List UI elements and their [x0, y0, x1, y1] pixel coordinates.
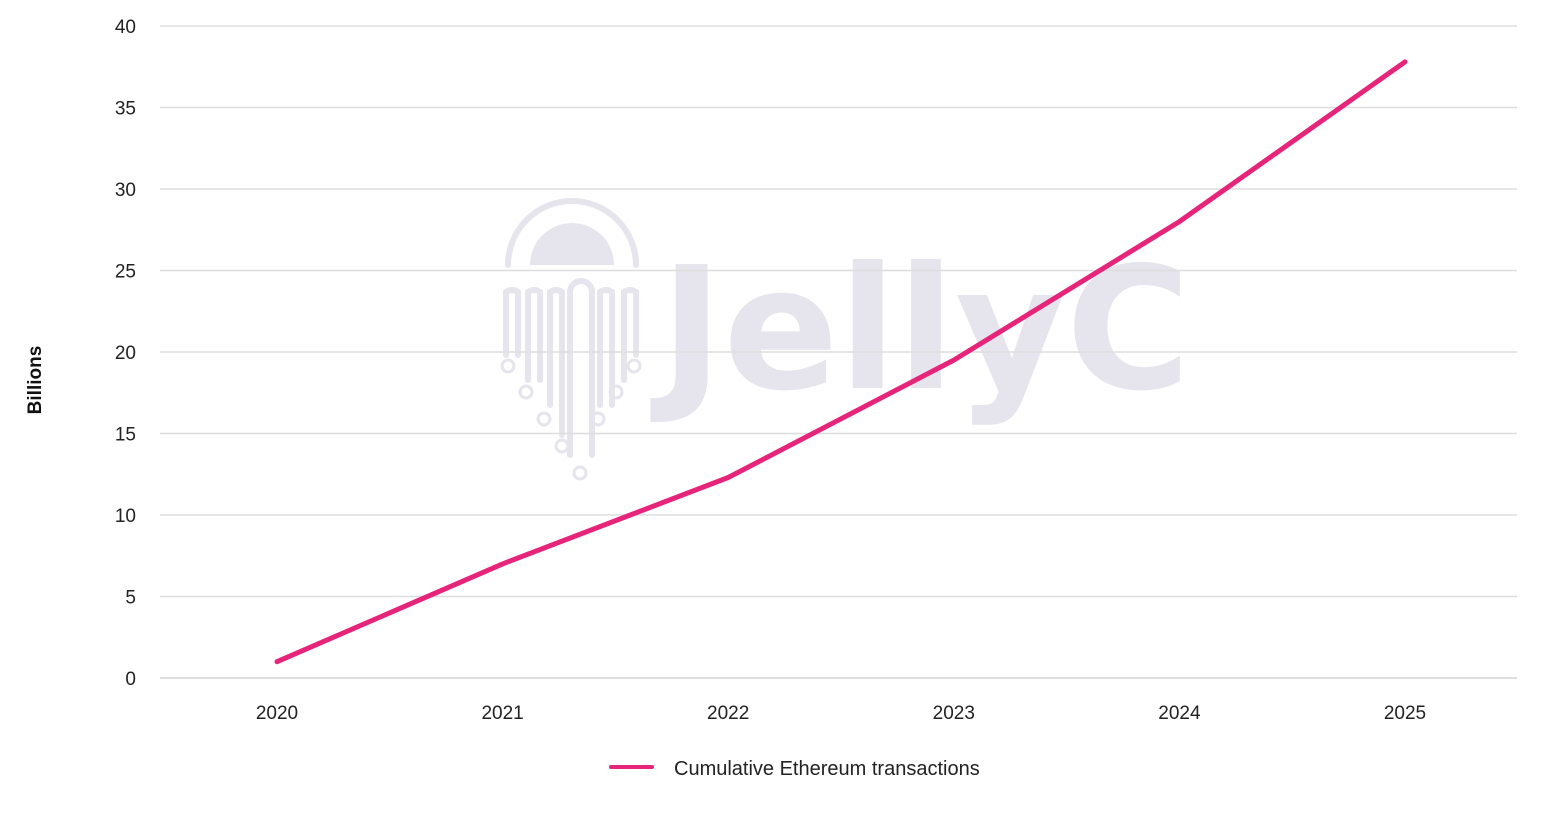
y-tick-label: 0	[125, 669, 136, 690]
x-tick-label: 2020	[256, 703, 298, 724]
x-tick-label: 2023	[933, 703, 975, 724]
jellyfish-icon	[500, 198, 642, 481]
x-tick-label: 2024	[1158, 703, 1201, 724]
x-axis-ticks: 2020 2021 2022 2023 2024 2025	[256, 703, 1426, 724]
y-axis-label: Billions	[25, 346, 46, 415]
y-tick-label: 20	[115, 343, 136, 364]
y-tick-label: 30	[115, 180, 136, 201]
series-line	[274, 59, 1408, 665]
y-axis-ticks: 0 5 10 15 20 25 30 35 40	[115, 17, 136, 690]
gridlines	[160, 25, 1517, 679]
x-tick-label: 2022	[707, 703, 749, 724]
y-tick-label: 35	[115, 99, 136, 120]
y-tick-label: 40	[115, 17, 136, 38]
y-tick-label: 15	[115, 425, 136, 446]
y-tick-label: 10	[115, 506, 136, 527]
x-tick-label: 2025	[1384, 703, 1426, 724]
watermark-text: JellyC	[650, 231, 1191, 429]
y-tick-label: 5	[125, 588, 136, 609]
x-tick-label: 2021	[481, 703, 523, 724]
legend: Cumulative Ethereum transactions	[609, 758, 980, 780]
y-tick-label: 25	[115, 262, 136, 283]
legend-label: Cumulative Ethereum transactions	[674, 758, 980, 780]
watermark-logo: JellyC	[500, 198, 1191, 481]
series-lines	[274, 59, 1408, 665]
